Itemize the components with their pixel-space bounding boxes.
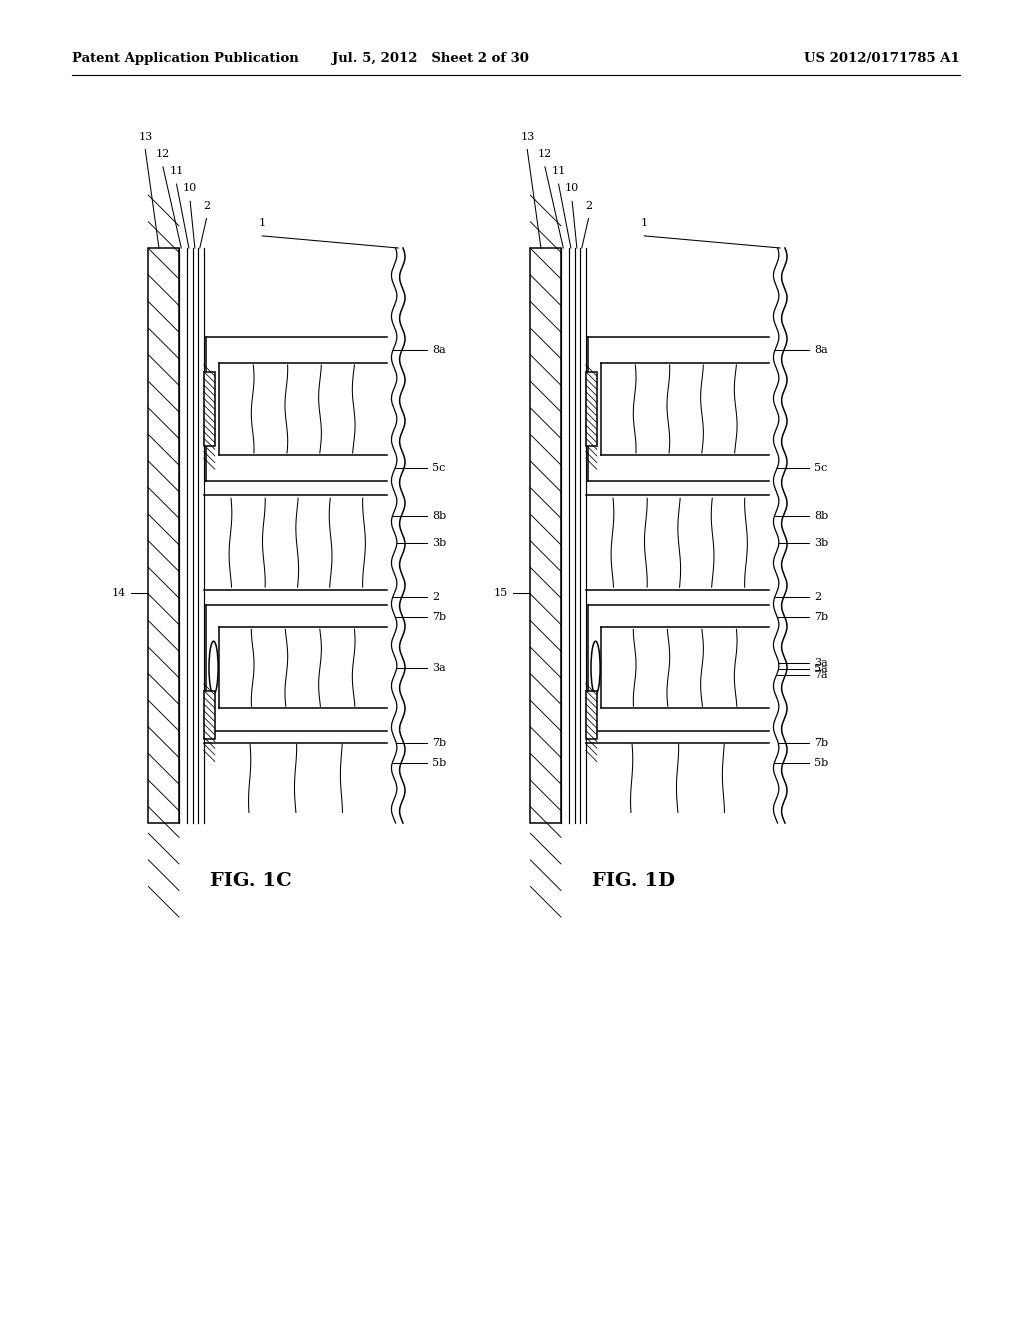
Text: 10: 10 [183, 183, 198, 193]
Text: 7b: 7b [814, 738, 828, 747]
Text: 11: 11 [169, 166, 183, 176]
Text: 2: 2 [432, 593, 439, 602]
Text: 12: 12 [538, 149, 552, 158]
Text: 7b: 7b [432, 738, 446, 747]
Bar [204, 690, 215, 739]
Text: 3b: 3b [432, 537, 446, 548]
Text: 13: 13 [520, 132, 535, 141]
Text: 1: 1 [259, 218, 266, 228]
Text: 3b: 3b [814, 537, 828, 548]
Text: 7b: 7b [814, 612, 828, 622]
Text: 15: 15 [494, 587, 508, 598]
Text: 3a: 3a [814, 657, 828, 668]
Text: 3a: 3a [432, 663, 446, 673]
Text: Jul. 5, 2012   Sheet 2 of 30: Jul. 5, 2012 Sheet 2 of 30 [332, 51, 528, 65]
Ellipse shape [591, 642, 600, 694]
Text: US 2012/0171785 A1: US 2012/0171785 A1 [804, 51, 961, 65]
Bar [530, 248, 561, 822]
Text: Patent Application Publication: Patent Application Publication [72, 51, 299, 65]
Text: 7b: 7b [432, 612, 446, 622]
Text: 2: 2 [814, 593, 821, 602]
Text: 14: 14 [112, 587, 126, 598]
Text: 8b: 8b [432, 511, 446, 521]
Text: 8a: 8a [814, 345, 828, 355]
Text: 8a: 8a [432, 345, 446, 355]
Ellipse shape [209, 642, 218, 694]
Text: 10: 10 [565, 183, 580, 193]
Text: 5b: 5b [814, 758, 828, 768]
Text: 7a: 7a [814, 671, 827, 680]
Bar [204, 372, 215, 446]
Bar [586, 372, 597, 446]
Text: 13: 13 [138, 132, 153, 141]
Text: 5c: 5c [814, 463, 827, 473]
Text: FIG. 1C: FIG. 1C [211, 871, 292, 890]
Bar [148, 248, 179, 822]
Text: 5b: 5b [432, 758, 446, 768]
Text: 8b: 8b [814, 511, 828, 521]
Text: 1: 1 [641, 218, 648, 228]
Text: 12: 12 [156, 149, 170, 158]
Text: 2: 2 [203, 201, 210, 211]
Text: 5a: 5a [814, 664, 828, 675]
Bar [586, 690, 597, 739]
Text: 5c: 5c [432, 463, 445, 473]
Text: 11: 11 [552, 166, 565, 176]
Text: 2: 2 [585, 201, 592, 211]
Text: FIG. 1D: FIG. 1D [592, 871, 675, 890]
